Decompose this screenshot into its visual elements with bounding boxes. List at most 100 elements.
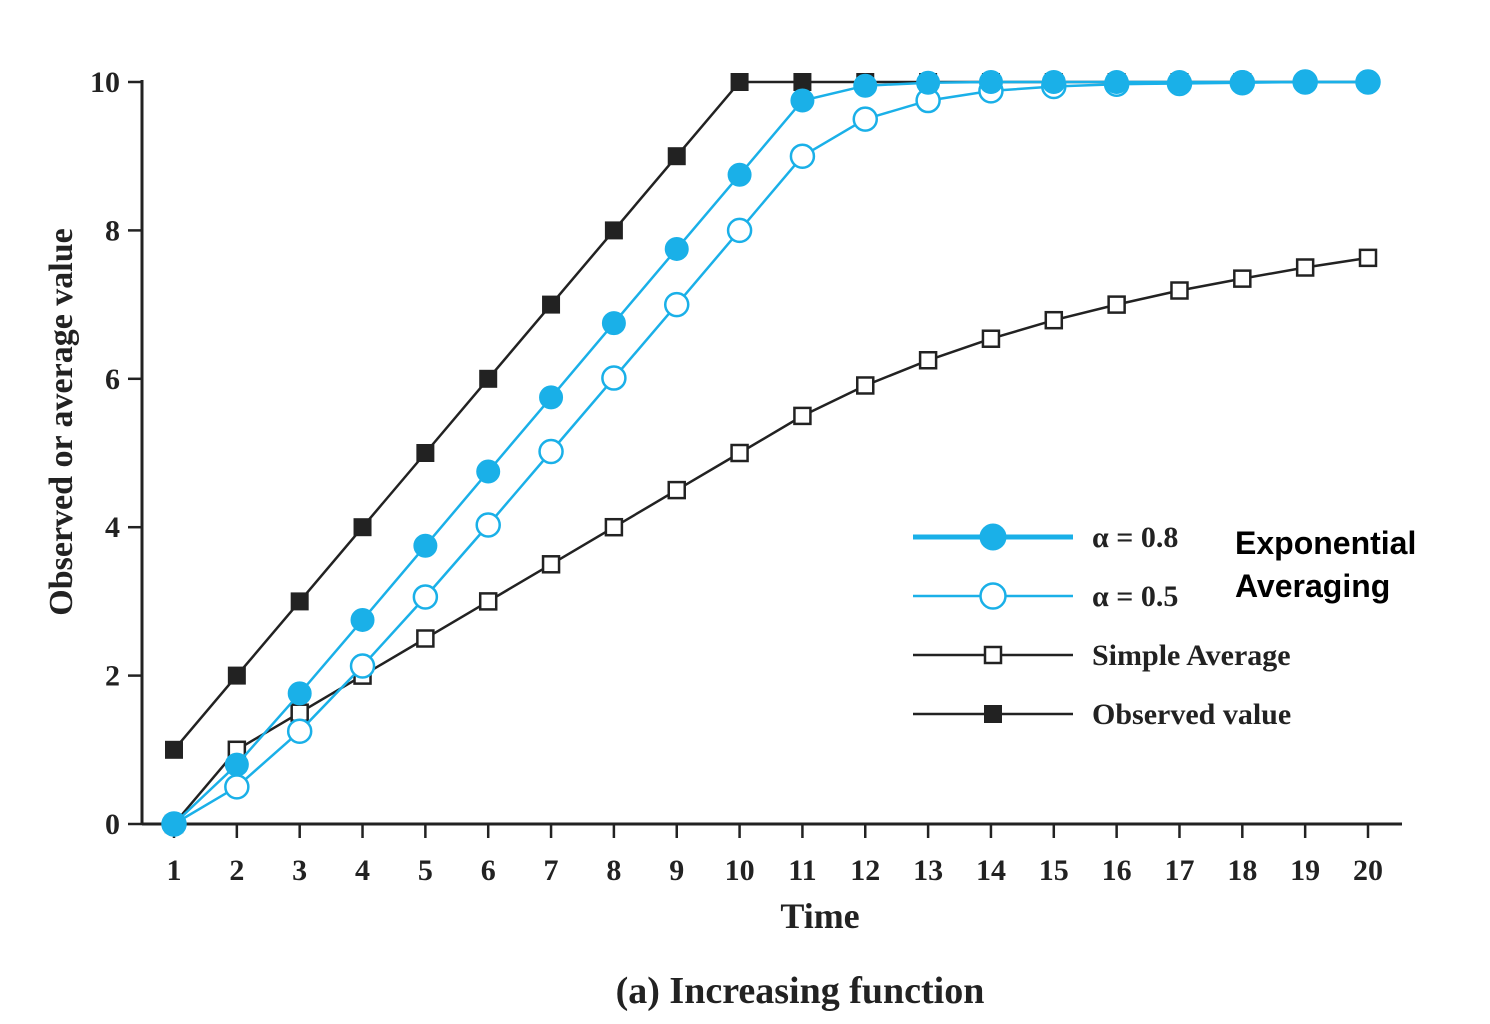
- x-tick-label: 13: [913, 854, 943, 887]
- data-point-alpha-0-5: [789, 143, 816, 169]
- data-point-simple-average: [541, 555, 561, 574]
- x-tick-label: 18: [1227, 854, 1257, 887]
- x-axis-label: Time: [780, 896, 859, 936]
- data-point-observed-value: [793, 73, 812, 91]
- data-point-alpha-0-8: [350, 607, 375, 632]
- data-point-observed-value: [667, 147, 686, 166]
- data-point-alpha-0-8: [413, 533, 438, 558]
- legend-item-alpha-0-8: α = 0.8: [913, 521, 1178, 554]
- data-point-alpha-0-8: [790, 88, 815, 113]
- data-point-alpha-0-8: [1104, 70, 1129, 94]
- data-point-alpha-0-5: [601, 365, 627, 391]
- x-tick-label: 4: [355, 854, 370, 887]
- data-point-simple-average: [918, 351, 938, 370]
- data-point-alpha-0-5: [475, 512, 501, 538]
- x-tick-label: 14: [976, 854, 1006, 887]
- data-point-observed-value: [290, 592, 309, 611]
- y-tick-label: 6: [105, 363, 120, 396]
- data-point-alpha-0-8: [664, 236, 689, 261]
- data-point-alpha-0-5: [538, 438, 564, 465]
- x-tick-label: 9: [669, 854, 684, 887]
- x-tick-label: 19: [1290, 854, 1320, 887]
- legend-group-label: Exponential Averaging: [1235, 525, 1425, 604]
- legend-label: α = 0.5: [1092, 580, 1178, 613]
- x-tick-label: 3: [292, 854, 307, 887]
- legend-label: Simple Average: [1092, 639, 1291, 672]
- legend-item-alpha-0-5: α = 0.5: [913, 580, 1178, 613]
- x-tick-label: 8: [606, 854, 621, 887]
- data-point-observed-value: [479, 369, 498, 388]
- data-point-observed-value: [165, 740, 183, 759]
- data-point-alpha-0-8: [978, 70, 1003, 94]
- series-alpha-0-8: [162, 70, 1380, 836]
- data-point-simple-average: [604, 517, 624, 537]
- data-point-observed-value: [730, 73, 749, 91]
- data-point-simple-average: [793, 406, 812, 426]
- data-point-observed-value: [416, 444, 435, 462]
- x-tick-label: 16: [1102, 854, 1132, 887]
- data-point-simple-average: [981, 329, 1001, 348]
- data-point-simple-average: [290, 703, 309, 722]
- data-point-alpha-0-5: [726, 217, 753, 244]
- y-tick-label: 10: [90, 66, 120, 99]
- legend: α = 0.8 α = 0.5 Simple Average Observed val…: [913, 521, 1291, 731]
- data-point-observed-value: [353, 518, 372, 537]
- data-point-alpha-0-8: [1356, 70, 1380, 94]
- data-point-alpha-0-5: [852, 106, 879, 132]
- legend-label: Observed value: [1092, 698, 1291, 731]
- data-point-simple-average: [1358, 248, 1378, 268]
- x-tick-label: 7: [544, 854, 559, 887]
- x-tick-label: 2: [229, 854, 244, 887]
- x-tick-label: 11: [788, 854, 816, 887]
- data-point-alpha-0-5: [412, 584, 439, 610]
- x-tick-label: 12: [850, 854, 880, 887]
- data-point-simple-average: [730, 443, 749, 463]
- x-tick-label: 15: [1039, 854, 1069, 887]
- data-point-simple-average: [856, 376, 875, 395]
- data-point-alpha-0-8: [1230, 70, 1255, 94]
- legend-marker: [979, 582, 1007, 610]
- x-tick-label: 5: [418, 854, 433, 887]
- data-point-alpha-0-5: [286, 718, 313, 744]
- data-point-alpha-0-8: [853, 73, 878, 98]
- chart-title: (a) Increasing function: [616, 970, 985, 1012]
- data-point-observed-value: [227, 666, 246, 685]
- x-tick-label: 6: [481, 854, 496, 887]
- data-point-alpha-0-5: [224, 774, 250, 800]
- legend-label: α = 0.8: [1092, 521, 1178, 554]
- legend-marker: [979, 523, 1007, 551]
- y-tick-label: 4: [105, 511, 120, 544]
- legend-item-simple-average: Simple Average: [913, 639, 1291, 672]
- series-line-simple-average: [173, 256, 1369, 825]
- legend-item-observed-value: Observed value: [913, 698, 1291, 731]
- data-point-alpha-0-8: [539, 385, 564, 410]
- data-point-observed-value: [542, 295, 561, 314]
- data-point-simple-average: [1295, 258, 1315, 277]
- data-point-alpha-0-8: [1167, 70, 1192, 94]
- data-point-alpha-0-8: [601, 311, 626, 336]
- axes: [128, 80, 1402, 838]
- data-point-alpha-0-8: [916, 70, 941, 95]
- legend-group-label-line-2: Averaging: [1235, 568, 1390, 604]
- data-point-alpha-0-8: [224, 752, 249, 777]
- data-point-alpha-0-8: [287, 681, 312, 706]
- data-point-alpha-0-8: [476, 459, 501, 484]
- legend-group-label-line-1: Exponential: [1235, 525, 1416, 561]
- y-tick-label: 8: [105, 214, 120, 247]
- y-tick-label: 0: [105, 808, 120, 841]
- data-point-simple-average: [416, 629, 435, 648]
- data-point-simple-average: [1170, 281, 1189, 300]
- data-point-simple-average: [478, 592, 498, 611]
- x-tick-label: 20: [1353, 854, 1383, 887]
- data-point-simple-average: [667, 480, 686, 500]
- legend-marker: [984, 705, 1002, 723]
- data-point-alpha-0-5: [663, 291, 690, 318]
- legend-marker: [983, 645, 1003, 665]
- data-point-alpha-0-8: [1041, 70, 1066, 94]
- y-axis-label: Observed or average value: [43, 228, 80, 615]
- data-point-alpha-0-5: [349, 653, 376, 679]
- data-point-alpha-0-8: [162, 812, 186, 836]
- data-point-simple-average: [1107, 295, 1126, 314]
